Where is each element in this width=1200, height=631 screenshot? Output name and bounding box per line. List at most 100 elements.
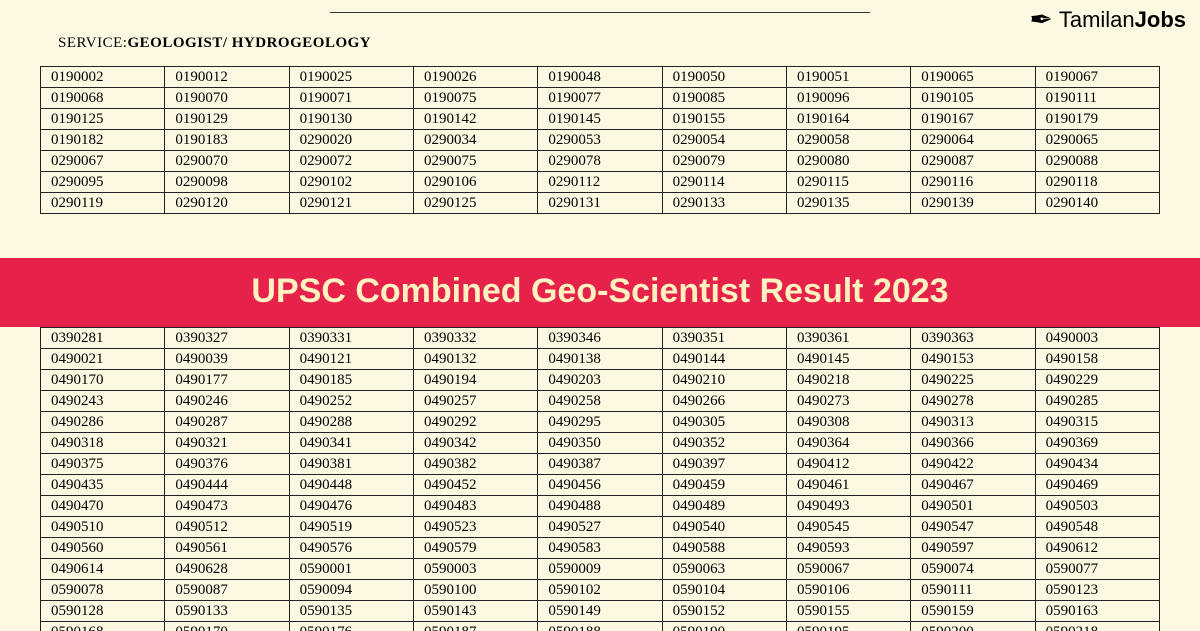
- roll-number-cell: 0590143: [413, 601, 537, 622]
- roll-number-cell: 0590077: [1035, 559, 1159, 580]
- roll-number-cell: 0290106: [413, 172, 537, 193]
- table-row: 0490560049056104905760490579049058304905…: [41, 538, 1160, 559]
- roll-number-cell: 0490467: [911, 475, 1035, 496]
- roll-number-cell: 0190048: [538, 67, 662, 88]
- table-row: 0490318049032104903410490342049035004903…: [41, 433, 1160, 454]
- roll-number-cell: 0490144: [662, 349, 786, 370]
- roll-number-cell: 0490452: [413, 475, 537, 496]
- roll-number-cell: 0490170: [41, 370, 165, 391]
- roll-number-cell: 0290116: [911, 172, 1035, 193]
- roll-number-cell: 0490489: [662, 496, 786, 517]
- roll-number-cell: 0490444: [165, 475, 289, 496]
- roll-number-cell: 0490295: [538, 412, 662, 433]
- roll-number-cell: 0290139: [911, 193, 1035, 214]
- table-row: 0490021049003904901210490132049013804901…: [41, 349, 1160, 370]
- roll-number-cell: 0590087: [165, 580, 289, 601]
- roll-number-cell: 0490177: [165, 370, 289, 391]
- roll-number-cell: 0490579: [413, 538, 537, 559]
- roll-number-cell: 0490278: [911, 391, 1035, 412]
- roll-number-cell: 0490246: [165, 391, 289, 412]
- roll-number-cell: 0590133: [165, 601, 289, 622]
- roll-number-cell: 0490350: [538, 433, 662, 454]
- roll-number-cell: 0390327: [165, 328, 289, 349]
- roll-number-cell: 0490461: [786, 475, 910, 496]
- roll-number-cell: 0490158: [1035, 349, 1159, 370]
- table-row: 0390281039032703903310390332039034603903…: [41, 328, 1160, 349]
- roll-number-cell: 0290121: [289, 193, 413, 214]
- roll-number-cell: 0490252: [289, 391, 413, 412]
- roll-number-cell: 0590123: [1035, 580, 1159, 601]
- roll-number-cell: 0290072: [289, 151, 413, 172]
- roll-number-cell: 0490342: [413, 433, 537, 454]
- roll-number-cell: 0490459: [662, 475, 786, 496]
- roll-number-cell: 0490397: [662, 454, 786, 475]
- roll-number-cell: 0490561: [165, 538, 289, 559]
- roll-number-cell: 0490194: [413, 370, 537, 391]
- table-row: 0290119029012002901210290125029013102901…: [41, 193, 1160, 214]
- roll-number-cell: 0590094: [289, 580, 413, 601]
- roll-number-cell: 0190071: [289, 88, 413, 109]
- roll-number-cell: 0190065: [911, 67, 1035, 88]
- roll-number-cell: 0190179: [1035, 109, 1159, 130]
- roll-number-cell: 0490501: [911, 496, 1035, 517]
- roll-number-cell: 0290034: [413, 130, 537, 151]
- roll-number-cell: 0590149: [538, 601, 662, 622]
- roll-number-cell: 0490583: [538, 538, 662, 559]
- roll-number-cell: 0190050: [662, 67, 786, 88]
- roll-number-cell: 0490145: [786, 349, 910, 370]
- roll-number-cell: 0490473: [165, 496, 289, 517]
- roll-number-cell: 0490288: [289, 412, 413, 433]
- roll-number-cell: 0490612: [1035, 538, 1159, 559]
- roll-number-cell: 0190067: [1035, 67, 1159, 88]
- roll-number-cell: 0490469: [1035, 475, 1159, 496]
- roll-number-cell: 0490434: [1035, 454, 1159, 475]
- roll-number-cell: 0490381: [289, 454, 413, 475]
- roll-number-cell: 0590135: [289, 601, 413, 622]
- roll-number-cell: 0390331: [289, 328, 413, 349]
- roll-number-cell: 0290102: [289, 172, 413, 193]
- roll-number-cell: 0290131: [538, 193, 662, 214]
- roll-number-cell: 0290120: [165, 193, 289, 214]
- table-row: 0490243049024604902520490257049025804902…: [41, 391, 1160, 412]
- roll-number-cell: 0290119: [41, 193, 165, 214]
- roll-number-cell: 0490545: [786, 517, 910, 538]
- roll-number-cell: 0290133: [662, 193, 786, 214]
- roll-number-cell: 0490488: [538, 496, 662, 517]
- table-row: 0290095029009802901020290106029011202901…: [41, 172, 1160, 193]
- roll-number-cell: 0490203: [538, 370, 662, 391]
- roll-number-cell: 0490375: [41, 454, 165, 475]
- roll-number-cell: 0190070: [165, 88, 289, 109]
- roll-number-cell: 0490138: [538, 349, 662, 370]
- roll-number-cell: 0490588: [662, 538, 786, 559]
- roll-number-cell: 0490548: [1035, 517, 1159, 538]
- roll-number-cell: 0590063: [662, 559, 786, 580]
- roll-number-cell: 0290087: [911, 151, 1035, 172]
- roll-number-cell: 0390363: [911, 328, 1035, 349]
- roll-number-cell: 0490476: [289, 496, 413, 517]
- roll-number-cell: 0290088: [1035, 151, 1159, 172]
- roll-number-cell: 0490597: [911, 538, 1035, 559]
- roll-number-cell: 0490503: [1035, 496, 1159, 517]
- roll-number-cell: 0490229: [1035, 370, 1159, 391]
- roll-number-cell: 0190167: [911, 109, 1035, 130]
- roll-number-cell: 0290095: [41, 172, 165, 193]
- table-row: 0490375049037604903810490382049038704903…: [41, 454, 1160, 475]
- roll-number-cell: 0490003: [1035, 328, 1159, 349]
- roll-number-cell: 0590078: [41, 580, 165, 601]
- table-row: 0590128059013305901350590143059014905901…: [41, 601, 1160, 622]
- roll-number-cell: 0390361: [786, 328, 910, 349]
- roll-number-cell: 0590155: [786, 601, 910, 622]
- roll-number-cell: 0490218: [786, 370, 910, 391]
- roll-number-cell: 0490456: [538, 475, 662, 496]
- roll-number-cell: 0490292: [413, 412, 537, 433]
- roll-number-cell: 0490387: [538, 454, 662, 475]
- roll-number-cell: 0290118: [1035, 172, 1159, 193]
- roll-number-cell: 0190002: [41, 67, 165, 88]
- table-row: 0190002019001201900250190026019004801900…: [41, 67, 1160, 88]
- roll-number-cell: 0190155: [662, 109, 786, 130]
- table-row: 0290067029007002900720290075029007802900…: [41, 151, 1160, 172]
- roll-number-cell: 0490225: [911, 370, 1035, 391]
- roll-number-cell: 0290115: [786, 172, 910, 193]
- roll-number-cell: 0190068: [41, 88, 165, 109]
- roll-number-cell: 0490364: [786, 433, 910, 454]
